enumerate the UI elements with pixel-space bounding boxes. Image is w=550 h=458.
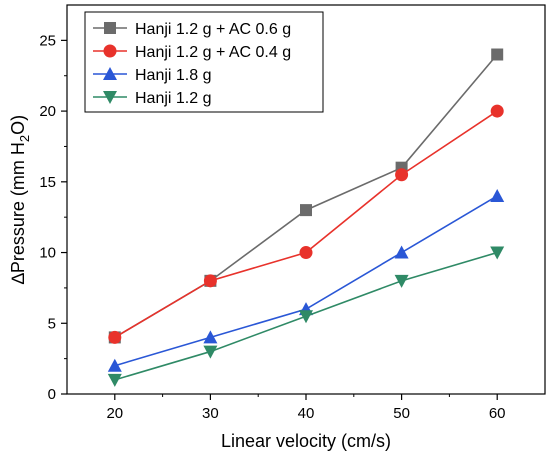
x-axis-title: Linear velocity (cm/s) xyxy=(221,431,391,451)
data-point xyxy=(490,246,505,260)
data-point xyxy=(299,246,313,260)
legend-label: Hanji 1.2 g + AC 0.6 g xyxy=(135,21,291,38)
data-point xyxy=(107,358,122,372)
y-axis-title-main: ∆Pressure (mm H xyxy=(8,142,28,284)
legend: Hanji 1.2 g + AC 0.6 g Hanji 1.2 g + AC 0… xyxy=(84,11,324,113)
data-point xyxy=(394,274,409,288)
series-2 xyxy=(108,104,504,344)
series-3 xyxy=(107,188,505,372)
x-tick-label: 30 xyxy=(202,405,219,422)
y-tick-label: 20 xyxy=(39,103,56,120)
data-point xyxy=(107,373,122,387)
data-point xyxy=(395,168,409,182)
series-4 xyxy=(107,246,505,387)
legend-marker xyxy=(104,22,116,34)
x-tick-label: 50 xyxy=(393,405,410,422)
y-tick-label: 25 xyxy=(39,32,56,49)
data-point xyxy=(299,310,313,324)
x-tick-label: 60 xyxy=(489,405,506,422)
x-tick-label: 40 xyxy=(298,405,315,422)
y-tick-label: 15 xyxy=(39,174,56,191)
data-point xyxy=(490,188,505,202)
data-point xyxy=(300,204,312,217)
y-tick-label: 0 xyxy=(48,386,56,403)
legend-marker xyxy=(103,44,117,58)
y-tick-label: 5 xyxy=(48,315,56,332)
data-point xyxy=(394,245,409,259)
legend-label: Hanji 1.8 g xyxy=(135,67,212,84)
legend-marker xyxy=(103,91,117,104)
y-axis-title-subscript: 2 xyxy=(17,135,32,142)
data-point xyxy=(491,48,504,61)
legend-label: Hanji 1.2 g xyxy=(135,90,212,107)
series-layer xyxy=(107,48,505,387)
legend-item: Hanji 1.2 g + AC 0.4 g xyxy=(93,44,291,61)
data-point xyxy=(203,274,217,288)
x-tick-label: 20 xyxy=(106,405,123,422)
data-point xyxy=(108,330,122,344)
data-point xyxy=(203,345,218,359)
legend-label: Hanji 1.2 g + AC 0.4 g xyxy=(135,44,291,61)
legend-marker xyxy=(103,67,117,80)
data-point xyxy=(490,104,504,118)
legend-item: Hanji 1.8 g xyxy=(93,67,212,84)
y-axis-title: ∆Pressure (mm H2O) xyxy=(8,115,32,284)
axes: 20 30 40 50 60 0 5 10 15 20 25 xyxy=(39,32,505,422)
y-axis-title-suffix: O) xyxy=(8,115,28,135)
y-tick-label: 10 xyxy=(39,245,56,262)
data-point xyxy=(203,330,218,344)
series-line xyxy=(114,195,498,367)
legend-item: Hanji 1.2 g + AC 0.6 g xyxy=(93,21,291,38)
legend-item: Hanji 1.2 g xyxy=(93,90,212,107)
